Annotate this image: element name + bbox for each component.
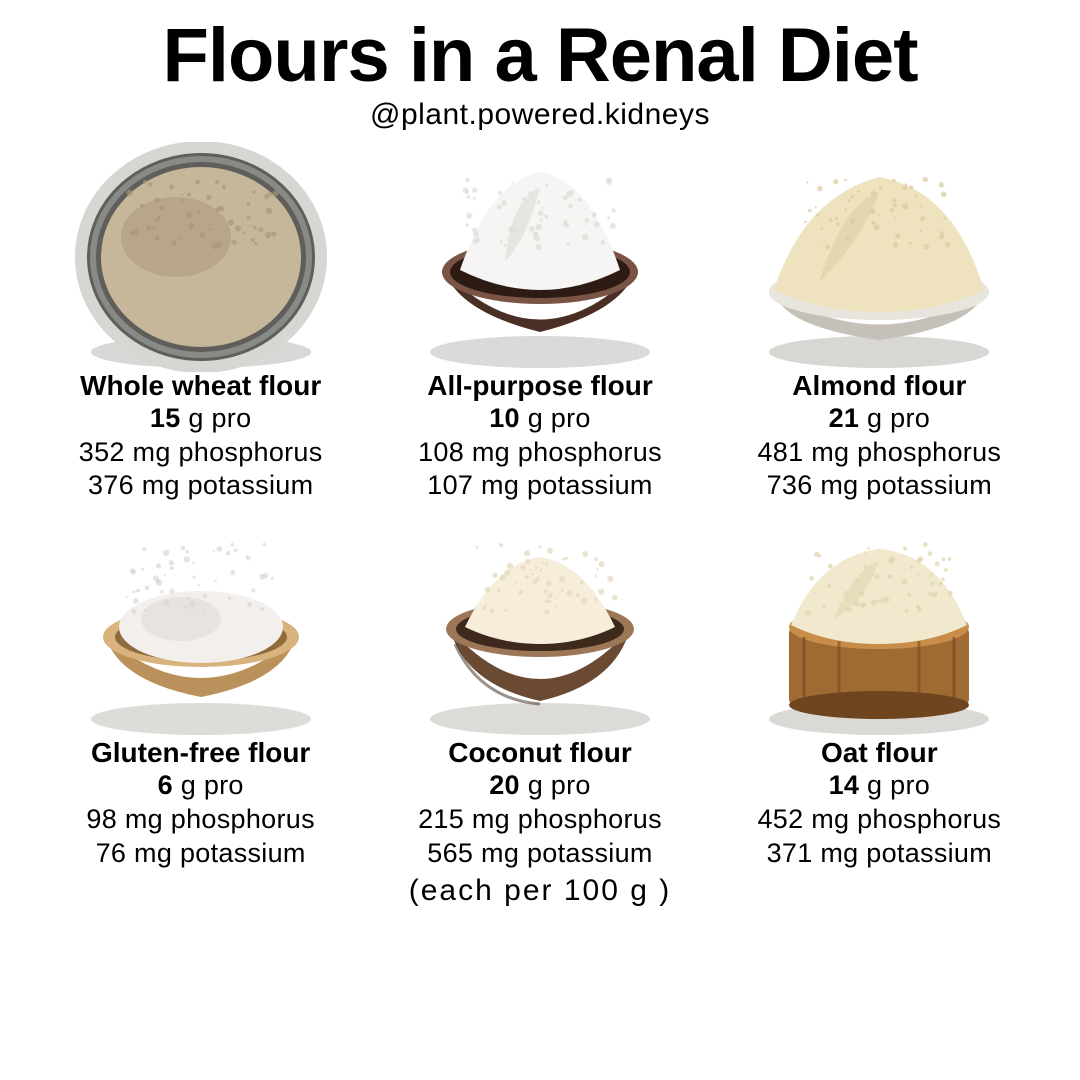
flour-bowl-illustration (71, 509, 331, 739)
phosphorus-unit: mg phosphorus (472, 437, 662, 467)
protein-value: 21 (829, 403, 860, 433)
phosphorus-unit: mg phosphorus (811, 804, 1001, 834)
protein-value: 6 (158, 770, 173, 800)
protein-line: 21 g pro (829, 402, 931, 436)
phosphorus-value: 481 (757, 437, 803, 467)
phosphorus-value: 108 (418, 437, 464, 467)
flour-bowl-illustration (410, 142, 670, 372)
flour-name: Whole wheat flour (80, 370, 321, 402)
protein-line: 14 g pro (829, 769, 931, 803)
flour-name: All-purpose flour (427, 370, 653, 402)
serving-footnote: (each per 100 g ) (409, 874, 671, 908)
phosphorus-unit: mg phosphorus (125, 804, 315, 834)
phosphorus-line: 452 mg phosphorus (757, 803, 1001, 837)
phosphorus-value: 452 (757, 804, 803, 834)
protein-unit: g pro (867, 770, 930, 800)
protein-line: 15 g pro (150, 402, 252, 436)
flour-name: Gluten-free flour (91, 737, 310, 769)
protein-line: 20 g pro (489, 769, 591, 803)
protein-unit: g pro (181, 770, 244, 800)
potassium-value: 376 (88, 470, 134, 500)
potassium-value: 371 (767, 838, 813, 868)
phosphorus-value: 352 (79, 437, 125, 467)
phosphorus-line: 352 mg phosphorus (79, 436, 323, 470)
phosphorus-line: 481 mg phosphorus (757, 436, 1001, 470)
potassium-value: 565 (427, 838, 473, 868)
flour-bowl-illustration (749, 509, 1009, 739)
flour-bowl-illustration (71, 142, 331, 372)
protein-unit: g pro (188, 403, 251, 433)
protein-line: 6 g pro (158, 769, 244, 803)
potassium-value: 736 (767, 470, 813, 500)
page-title: Flours in a Renal Diet (162, 16, 917, 96)
flour-bowl-illustration (410, 509, 670, 739)
potassium-line: 736 mg potassium (767, 469, 992, 503)
potassium-line: 107 mg potassium (427, 469, 652, 503)
flour-card: Gluten-free flour 6 g pro 98 mg phosphor… (38, 509, 363, 870)
potassium-unit: mg potassium (820, 838, 992, 868)
potassium-unit: mg potassium (820, 470, 992, 500)
phosphorus-line: 215 mg phosphorus (418, 803, 662, 837)
flour-bowl-illustration (749, 142, 1009, 372)
flour-card: All-purpose flour 10 g pro 108 mg phosph… (377, 142, 702, 503)
phosphorus-line: 108 mg phosphorus (418, 436, 662, 470)
flour-card: Coconut flour 20 g pro 215 mg phosphorus… (377, 509, 702, 870)
potassium-line: 376 mg potassium (88, 469, 313, 503)
protein-value: 14 (829, 770, 860, 800)
potassium-value: 76 (96, 838, 127, 868)
potassium-unit: mg potassium (481, 470, 653, 500)
flour-name: Oat flour (821, 737, 938, 769)
flour-card: Almond flour 21 g pro 481 mg phosphorus … (717, 142, 1042, 503)
potassium-unit: mg potassium (481, 838, 653, 868)
flour-name: Coconut flour (448, 737, 632, 769)
flour-card: Oat flour 14 g pro 452 mg phosphorus 371… (717, 509, 1042, 870)
potassium-line: 76 mg potassium (96, 837, 306, 871)
phosphorus-unit: mg phosphorus (472, 804, 662, 834)
flour-name: Almond flour (792, 370, 966, 402)
protein-value: 20 (489, 770, 520, 800)
phosphorus-line: 98 mg phosphorus (86, 803, 314, 837)
phosphorus-unit: mg phosphorus (811, 437, 1001, 467)
potassium-line: 371 mg potassium (767, 837, 992, 871)
potassium-line: 565 mg potassium (427, 837, 652, 871)
protein-unit: g pro (528, 403, 591, 433)
potassium-unit: mg potassium (142, 470, 314, 500)
protein-value: 15 (150, 403, 181, 433)
flour-card: Whole wheat flour 15 g pro 352 mg phosph… (38, 142, 363, 503)
author-handle: @plant.powered.kidneys (370, 98, 710, 132)
flour-grid: Whole wheat flour 15 g pro 352 mg phosph… (20, 142, 1060, 871)
protein-line: 10 g pro (489, 402, 591, 436)
protein-unit: g pro (528, 770, 591, 800)
potassium-unit: mg potassium (134, 838, 306, 868)
phosphorus-value: 98 (86, 804, 117, 834)
protein-value: 10 (489, 403, 520, 433)
protein-unit: g pro (867, 403, 930, 433)
phosphorus-unit: mg phosphorus (133, 437, 323, 467)
potassium-value: 107 (427, 470, 473, 500)
phosphorus-value: 215 (418, 804, 464, 834)
